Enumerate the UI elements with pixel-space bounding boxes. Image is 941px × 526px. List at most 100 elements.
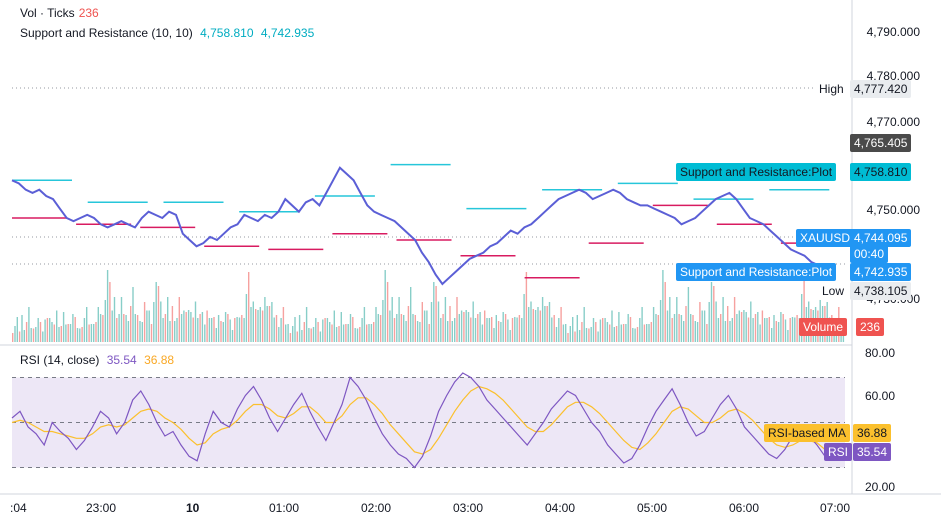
volume-bar	[37, 318, 39, 342]
volume-bar	[384, 270, 386, 342]
volume-bar	[745, 312, 747, 342]
volume-bar	[569, 326, 571, 342]
volume-bar	[310, 328, 312, 342]
volume-bar	[183, 310, 185, 342]
volume-bar	[32, 328, 35, 342]
volume-bar	[546, 306, 548, 342]
volume-bar	[292, 326, 294, 342]
volume-bar	[465, 310, 467, 342]
sr-plot-value-1: 4,758.810	[850, 163, 912, 181]
volume-bar	[113, 297, 116, 342]
volume-bar	[507, 319, 509, 342]
sr-plot-value-2: 4,742.935	[850, 263, 912, 281]
volume-bar	[553, 315, 555, 342]
volume-bar	[248, 272, 250, 342]
volume-bar	[155, 282, 157, 342]
volume-legend-title: Vol · Ticks	[20, 6, 75, 20]
volume-bar	[456, 297, 458, 342]
volume-bar	[359, 327, 361, 342]
volume-bar	[412, 314, 414, 342]
rsi-legend[interactable]: RSI (14, close) 35.54 36.88	[20, 353, 178, 367]
volume-bar	[268, 306, 271, 342]
sr-legend-value-2: 4,742.935	[260, 26, 315, 40]
volume-bar	[273, 317, 275, 342]
price-tick-4: 4,750.000	[866, 203, 920, 217]
volume-bar	[259, 307, 261, 342]
volume-bar	[683, 321, 685, 342]
volume-bar	[12, 333, 14, 342]
volume-bar	[504, 314, 507, 342]
volume-bar	[794, 317, 796, 342]
sr-legend[interactable]: Support and Resistance (10, 10) 4,758.81…	[20, 26, 318, 40]
rsi-tick-80: 80.00	[864, 346, 895, 360]
volume-bar	[484, 310, 486, 342]
time-label-0: :04	[10, 501, 27, 515]
price-tick-3: 4,770.000	[866, 115, 920, 129]
volume-bar	[229, 319, 231, 342]
volume-bar	[534, 310, 537, 342]
volume-bar	[703, 310, 706, 342]
volume-bar	[241, 315, 243, 342]
volume-bar	[21, 315, 23, 342]
volume-bar	[134, 314, 136, 342]
time-label-2: 10	[186, 501, 200, 515]
volume-bar	[754, 314, 757, 342]
volume-bar	[722, 297, 724, 342]
volume-bar	[389, 310, 391, 342]
volume-bar	[514, 317, 516, 342]
volume-bar	[720, 314, 722, 342]
volume-bar	[400, 314, 403, 342]
volume-bar	[706, 324, 708, 342]
volume-bar	[416, 321, 419, 342]
volume-bar	[67, 324, 69, 342]
volume-bar	[201, 312, 204, 342]
volume-bar	[16, 317, 18, 342]
volume-bar	[532, 309, 534, 342]
volume-bar	[148, 310, 150, 342]
volume-bar	[454, 318, 456, 342]
volume-bar	[440, 318, 442, 342]
volume-bar	[493, 328, 495, 342]
volume-bar	[699, 302, 701, 342]
rsi-tick-20: 20.00	[864, 480, 895, 494]
volume-bar	[777, 322, 780, 342]
volume-bar	[250, 307, 252, 342]
volume-bar	[773, 315, 775, 342]
volume-bar	[213, 317, 215, 342]
support-resistance-levels	[12, 163, 836, 279]
volume-bar	[646, 324, 648, 342]
volume-bar	[187, 310, 190, 342]
volume-bar	[696, 322, 699, 342]
volume-bar	[518, 315, 521, 342]
volume-bar	[354, 328, 356, 342]
volume-bar	[60, 326, 62, 342]
volume-bar	[146, 310, 148, 342]
rsi-ma-value: 36.88	[853, 424, 892, 442]
volume-bar	[361, 318, 363, 342]
volume-bar	[632, 328, 634, 342]
volume-bar	[736, 314, 738, 342]
volume-bar	[185, 312, 187, 342]
volume-bar	[463, 312, 465, 342]
volume-bar	[72, 314, 74, 342]
volume-bar	[592, 318, 595, 342]
volume-legend[interactable]: Vol · Ticks 236	[20, 6, 103, 20]
volume-bar	[787, 330, 789, 342]
volume-bar	[393, 318, 396, 342]
volume-bar	[687, 287, 690, 342]
volume-bar	[479, 312, 481, 342]
sr-plot-label-2: Support and Resistance:Plot	[676, 263, 837, 281]
volume-bar	[238, 317, 241, 342]
volume-bar	[567, 333, 569, 342]
volume-bar	[523, 294, 525, 342]
volume-bar	[190, 312, 192, 342]
volume-bar	[95, 322, 97, 342]
volume-bar	[164, 314, 167, 342]
volume-bar	[766, 318, 768, 342]
volume-bar	[180, 314, 183, 342]
sr-legend-value-1: 4,758.810	[200, 26, 254, 40]
rsi-ma-line	[11, 385, 826, 455]
volume-bar	[271, 302, 273, 342]
volume-bar	[458, 314, 460, 342]
volume-bar	[727, 306, 729, 342]
